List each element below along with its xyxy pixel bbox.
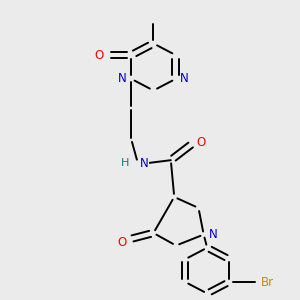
Text: O: O [117,236,126,249]
Text: O: O [94,49,104,62]
Text: O: O [196,136,206,149]
Text: N: N [140,157,148,170]
Text: N: N [180,72,189,85]
Text: N: N [118,72,127,85]
Text: H: H [121,158,129,168]
Text: N: N [209,228,218,241]
Text: Br: Br [261,275,274,289]
